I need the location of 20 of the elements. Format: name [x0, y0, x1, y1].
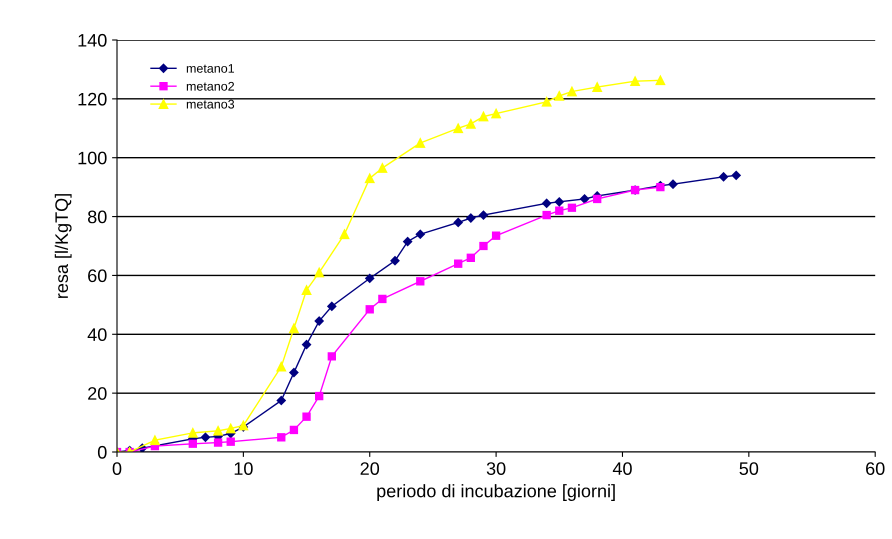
- legend-label: metano3: [186, 100, 234, 109]
- y-tick-label: 60: [88, 269, 107, 282]
- x-tick-label: 40: [612, 462, 632, 475]
- x-tick-label: 20: [360, 462, 380, 475]
- legend-label: metano2: [186, 82, 234, 91]
- x-axis-title: periodo di incubazione [giorni]: [377, 484, 615, 501]
- y-tick-label: 20: [88, 387, 107, 400]
- y-tick-label: 0: [98, 446, 107, 459]
- x-tick-label: 10: [234, 462, 253, 475]
- y-axis-title: resa [l/KgTQ]: [54, 194, 72, 298]
- y-tick-label: 120: [78, 92, 107, 106]
- y-tick-label: 100: [78, 152, 107, 164]
- x-tick-label: 0: [112, 462, 122, 475]
- x-tick-label: 60: [866, 462, 885, 475]
- y-tick-label: 80: [88, 210, 107, 224]
- y-tick-label: 40: [88, 328, 107, 342]
- y-tick-label: 140: [78, 34, 107, 47]
- legend-label: metano1: [186, 64, 234, 73]
- x-tick-label: 50: [740, 462, 758, 475]
- x-tick-label: 30: [486, 462, 506, 475]
